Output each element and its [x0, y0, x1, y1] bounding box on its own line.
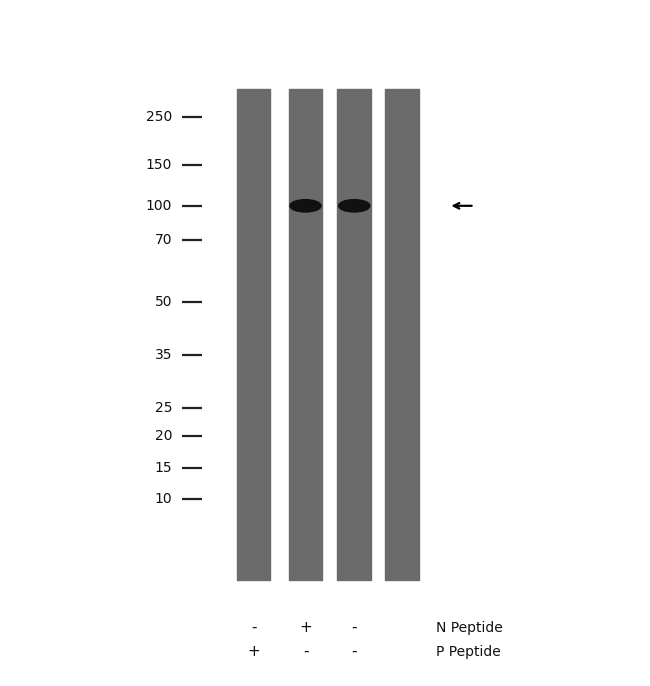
Ellipse shape [339, 200, 370, 212]
Text: 15: 15 [155, 461, 172, 475]
Text: 100: 100 [146, 199, 172, 213]
Text: 25: 25 [155, 401, 172, 415]
Text: -: - [352, 644, 357, 659]
Text: 10: 10 [155, 493, 172, 506]
Text: +: + [247, 644, 260, 659]
Text: -: - [251, 620, 256, 635]
Text: 150: 150 [146, 158, 172, 172]
Bar [385, 89, 419, 580]
Text: 35: 35 [155, 348, 172, 362]
Bar [337, 89, 371, 580]
Text: 50: 50 [155, 295, 172, 309]
Text: P Peptide: P Peptide [436, 645, 500, 659]
Ellipse shape [290, 200, 321, 212]
Text: -: - [303, 644, 308, 659]
Text: 250: 250 [146, 110, 172, 123]
Text: 20: 20 [155, 429, 172, 442]
Text: 70: 70 [155, 233, 172, 247]
Bar [237, 89, 270, 580]
Text: +: + [299, 620, 312, 635]
Text: -: - [352, 620, 357, 635]
Bar [289, 89, 322, 580]
Text: N Peptide: N Peptide [436, 621, 502, 635]
